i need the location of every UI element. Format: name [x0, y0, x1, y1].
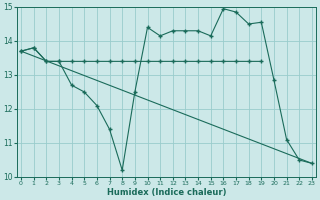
- X-axis label: Humidex (Indice chaleur): Humidex (Indice chaleur): [107, 188, 226, 197]
